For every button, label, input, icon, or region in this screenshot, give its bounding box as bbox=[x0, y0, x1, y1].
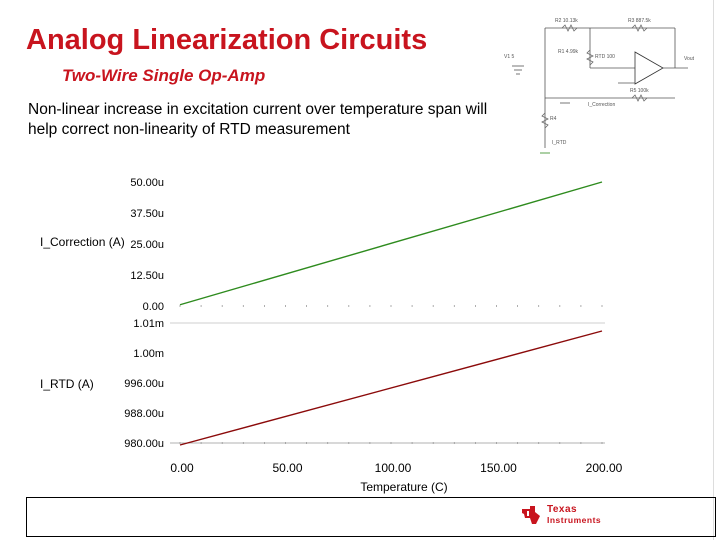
schem-label: R3 887.5k bbox=[628, 18, 651, 24]
schem-label: I_Correction bbox=[588, 102, 615, 108]
footer-box bbox=[26, 497, 716, 537]
y-tick-label: 988.00u bbox=[124, 408, 164, 420]
ti-logo-line1: Texas bbox=[547, 504, 578, 515]
circuit-schematic: R2 10.13k R3 887.5k Vout V1 5 R1 4.99k R… bbox=[504, 18, 695, 154]
y-tick-label: 996.00u bbox=[124, 378, 164, 390]
ti-logo-text: Texas Instruments bbox=[547, 504, 602, 526]
x-axis-label: Temperature (C) bbox=[360, 480, 447, 494]
schem-label: Vout bbox=[684, 56, 695, 62]
series-line-i-correction bbox=[179, 181, 603, 306]
rtd-chart: I_Correction (A) I_RTD (A) Temperature (… bbox=[40, 177, 623, 494]
schem-label: I_RTD bbox=[552, 140, 567, 146]
y-label-bottom: I_RTD (A) bbox=[40, 377, 94, 391]
y-tick-label: 1.01m bbox=[133, 318, 164, 330]
schem-label: R4 bbox=[550, 116, 557, 122]
slide-description: Non-linear increase in excitation curren… bbox=[28, 101, 488, 138]
x-tick-label: 100.00 bbox=[375, 461, 412, 475]
x-tick-label: 0.00 bbox=[170, 461, 194, 475]
y-tick-label: 12.50u bbox=[130, 270, 164, 282]
x-tick-label: 50.00 bbox=[272, 461, 302, 475]
y-tick-label: 0.00 bbox=[143, 301, 164, 313]
x-tick-label: 150.00 bbox=[480, 461, 517, 475]
y-tick-label: 25.00u bbox=[130, 239, 164, 251]
ti-logo-line2: Instruments bbox=[547, 515, 602, 525]
schem-label: R5 100k bbox=[630, 88, 649, 94]
schem-label: V1 5 bbox=[504, 54, 515, 60]
y-tick-label: 50.00u bbox=[130, 177, 164, 189]
slide-subtitle: Two-Wire Single Op-Amp bbox=[62, 66, 266, 85]
x-tick-label: 200.00 bbox=[586, 461, 623, 475]
schem-label: R1 4.99k bbox=[558, 49, 579, 55]
slide-title: Analog Linearization Circuits bbox=[26, 24, 428, 56]
ti-logo-icon bbox=[522, 506, 540, 524]
schem-label: RTD 100 bbox=[595, 54, 615, 60]
y-tick-label: 37.50u bbox=[130, 208, 164, 220]
series-line-i-rtd bbox=[179, 330, 603, 446]
slide-edge bbox=[713, 0, 714, 540]
schem-label: R2 10.13k bbox=[555, 18, 578, 24]
y-tick-label: 1.00m bbox=[133, 348, 164, 360]
y-label-top: I_Correction (A) bbox=[40, 235, 125, 249]
y-tick-label: 980.00u bbox=[124, 438, 164, 450]
